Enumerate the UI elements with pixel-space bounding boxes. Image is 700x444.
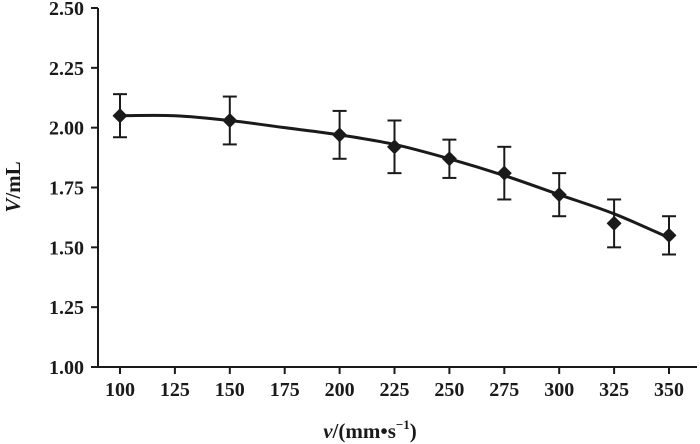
x-tick-label: 125 xyxy=(160,379,190,401)
x-axis-unit-close: ) xyxy=(410,419,417,443)
x-axis-ticks: 100 125 150 175 200 225 250 275 300 325 350 xyxy=(105,367,684,401)
data-point xyxy=(551,172,567,218)
x-tick-label: 200 xyxy=(325,379,355,401)
diamond-marker xyxy=(222,112,238,128)
diamond-marker xyxy=(332,127,348,143)
data-point xyxy=(222,95,238,146)
plot-area xyxy=(112,93,677,256)
y-axis-variable: V xyxy=(1,197,25,213)
x-tick-label: 275 xyxy=(489,379,519,401)
diamond-marker xyxy=(496,165,512,181)
y-axis-unit: /mL xyxy=(1,161,25,199)
x-axis-variable: v xyxy=(323,419,333,443)
data-point xyxy=(606,198,622,249)
data-point xyxy=(112,93,128,139)
x-tick-label: 150 xyxy=(215,379,245,401)
y-tick-label: 1.50 xyxy=(49,237,84,259)
data-point xyxy=(387,119,402,175)
y-tick-label: 1.00 xyxy=(49,357,84,379)
diamond-marker xyxy=(551,187,567,203)
diamond-marker xyxy=(606,215,622,231)
x-tick-label: 175 xyxy=(270,379,300,401)
x-axis-unit: /(mm•s xyxy=(332,419,396,443)
x-tick-label: 100 xyxy=(105,379,135,401)
diamond-marker xyxy=(441,151,457,167)
x-tick-label: 325 xyxy=(599,379,629,401)
y-tick-label: 1.75 xyxy=(49,178,84,200)
x-axis-unit-exponent: −1 xyxy=(396,417,410,432)
diamond-marker xyxy=(387,139,402,155)
data-point xyxy=(496,145,512,201)
y-tick-label: 2.50 xyxy=(49,0,84,20)
x-axis-title: v/(mm•s−1) xyxy=(323,417,417,443)
data-point xyxy=(441,138,457,179)
y-axis-ticks: 1.00 1.25 1.50 1.75 2.00 2.25 2.50 xyxy=(49,0,98,379)
x-tick-label: 350 xyxy=(654,379,684,401)
x-tick-label: 250 xyxy=(434,379,464,401)
data-point xyxy=(332,109,348,160)
data-point xyxy=(661,215,677,256)
x-tick-label: 300 xyxy=(544,379,574,401)
x-tick-label: 225 xyxy=(380,379,410,401)
y-axis-title: V/mL xyxy=(1,161,25,212)
diamond-marker xyxy=(112,108,128,124)
y-tick-label: 2.25 xyxy=(49,58,84,80)
y-tick-label: 2.00 xyxy=(49,118,84,140)
y-tick-label: 1.25 xyxy=(49,297,84,319)
diamond-marker xyxy=(661,227,677,243)
